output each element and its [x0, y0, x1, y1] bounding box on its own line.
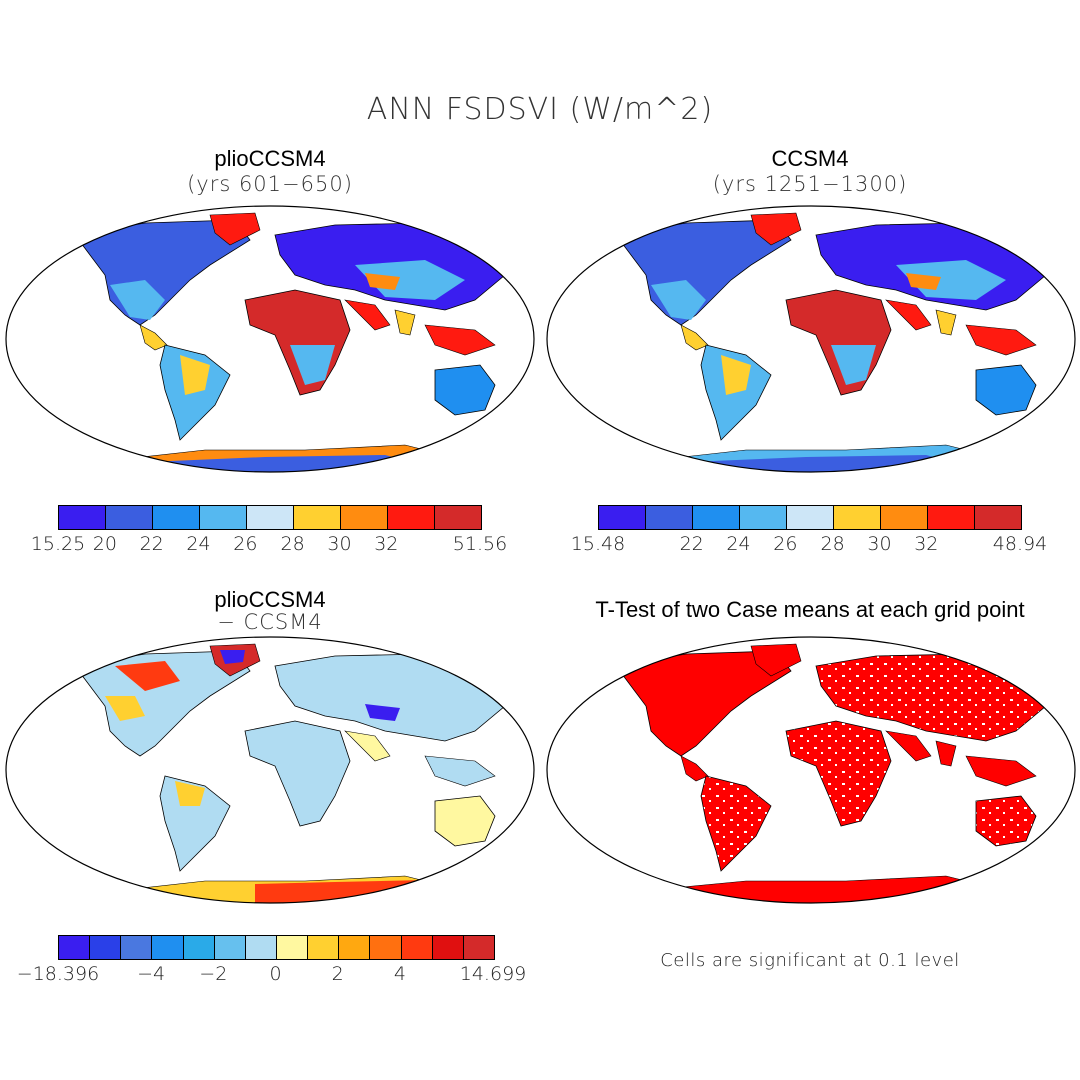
cb1-swatch-0 — [59, 506, 106, 529]
significance-note: Cells are significant at 0.1 level — [660, 950, 960, 971]
cb2-tick-label: 30 — [867, 533, 892, 555]
cb1-tick-label: 28 — [280, 533, 305, 555]
panel1-title: plioCCSM4 — [214, 146, 326, 171]
cb3-swatch-11 — [401, 936, 433, 959]
cb2-tick-label: 48.94 — [992, 533, 1048, 555]
cb2-tick-label: 22 — [679, 533, 704, 555]
cb3-tick-label: 0 — [269, 963, 282, 985]
cb3-swatch-13 — [463, 936, 494, 959]
cb2-tick-label: 26 — [773, 533, 798, 555]
colorbar-3 — [58, 935, 495, 960]
cb2-tick-label: 32 — [914, 533, 939, 555]
cb1-tick-label: 26 — [233, 533, 258, 555]
cb1-swatch-5 — [294, 506, 341, 529]
panel4-map — [546, 636, 1076, 904]
cb3-swatch-7 — [276, 936, 309, 959]
colorbar-2 — [598, 505, 1022, 530]
cb3-swatch-0 — [59, 936, 91, 959]
cb3-swatch-9 — [339, 936, 371, 959]
cb1-swatch-7 — [388, 506, 435, 529]
cb2-swatch-1 — [646, 506, 693, 529]
cb2-swatch-7 — [928, 506, 975, 529]
cb2-swatch-3 — [740, 506, 787, 529]
cb2-swatch-5 — [834, 506, 881, 529]
cb1-swatch-2 — [153, 506, 200, 529]
cb2-swatch-0 — [599, 506, 646, 529]
cb3-swatch-2 — [121, 936, 153, 959]
cb1-tick-label: 32 — [374, 533, 399, 555]
panel1-map — [5, 205, 535, 473]
cb1-tick-label: 20 — [92, 533, 117, 555]
cb2-swatch-2 — [693, 506, 740, 529]
cb3-swatch-5 — [214, 936, 246, 959]
cb3-swatch-6 — [245, 936, 277, 959]
panel3-map — [5, 636, 535, 904]
cb2-tick-label: 15.48 — [570, 533, 626, 555]
cb2-tick-label: 24 — [726, 533, 751, 555]
cb3-swatch-3 — [152, 936, 184, 959]
panel2-map — [546, 205, 1076, 473]
cb3-tick-label: 14.699 — [459, 963, 527, 985]
cb3-tick-label: −4 — [137, 963, 166, 985]
cb3-swatch-10 — [370, 936, 402, 959]
cb1-tick-label: 30 — [327, 533, 352, 555]
cb1-swatch-4 — [247, 506, 294, 529]
panel2-title: CCSM4 — [771, 146, 849, 171]
cb1-swatch-8 — [435, 506, 481, 529]
cb3-tick-label: −2 — [199, 963, 228, 985]
panel3-title: plioCCSM4 — [214, 587, 326, 612]
cb1-tick-label: 24 — [186, 533, 211, 555]
cb2-tick-label: 28 — [820, 533, 845, 555]
cb2-swatch-4 — [787, 506, 834, 529]
cb1-tick-label: 15.25 — [30, 533, 86, 555]
cb3-tick-label: 4 — [393, 963, 406, 985]
panel1-subtitle: (yrs 601−650) — [187, 172, 353, 196]
cb3-swatch-4 — [183, 936, 215, 959]
cb2-swatch-8 — [975, 506, 1021, 529]
cb1-tick-label: 51.56 — [452, 533, 508, 555]
cb3-swatch-1 — [90, 936, 122, 959]
cb1-swatch-1 — [106, 506, 153, 529]
panel3-subtitle: − CCSM4 — [217, 610, 323, 634]
cb3-tick-label: −18.396 — [16, 963, 100, 985]
figure-title: ANN FSDSVI (W/m^2) — [366, 92, 714, 127]
cb2-swatch-6 — [881, 506, 928, 529]
colorbar-1 — [58, 505, 482, 530]
cb1-tick-label: 22 — [139, 533, 164, 555]
panel4-title: T-Test of two Case means at each grid po… — [595, 597, 1025, 622]
cb3-swatch-12 — [432, 936, 464, 959]
cb1-swatch-6 — [341, 506, 388, 529]
cb3-tick-label: 2 — [331, 963, 344, 985]
panel2-subtitle: (yrs 1251−1300) — [712, 172, 908, 196]
cb1-swatch-3 — [200, 506, 247, 529]
cb3-swatch-8 — [308, 936, 340, 959]
